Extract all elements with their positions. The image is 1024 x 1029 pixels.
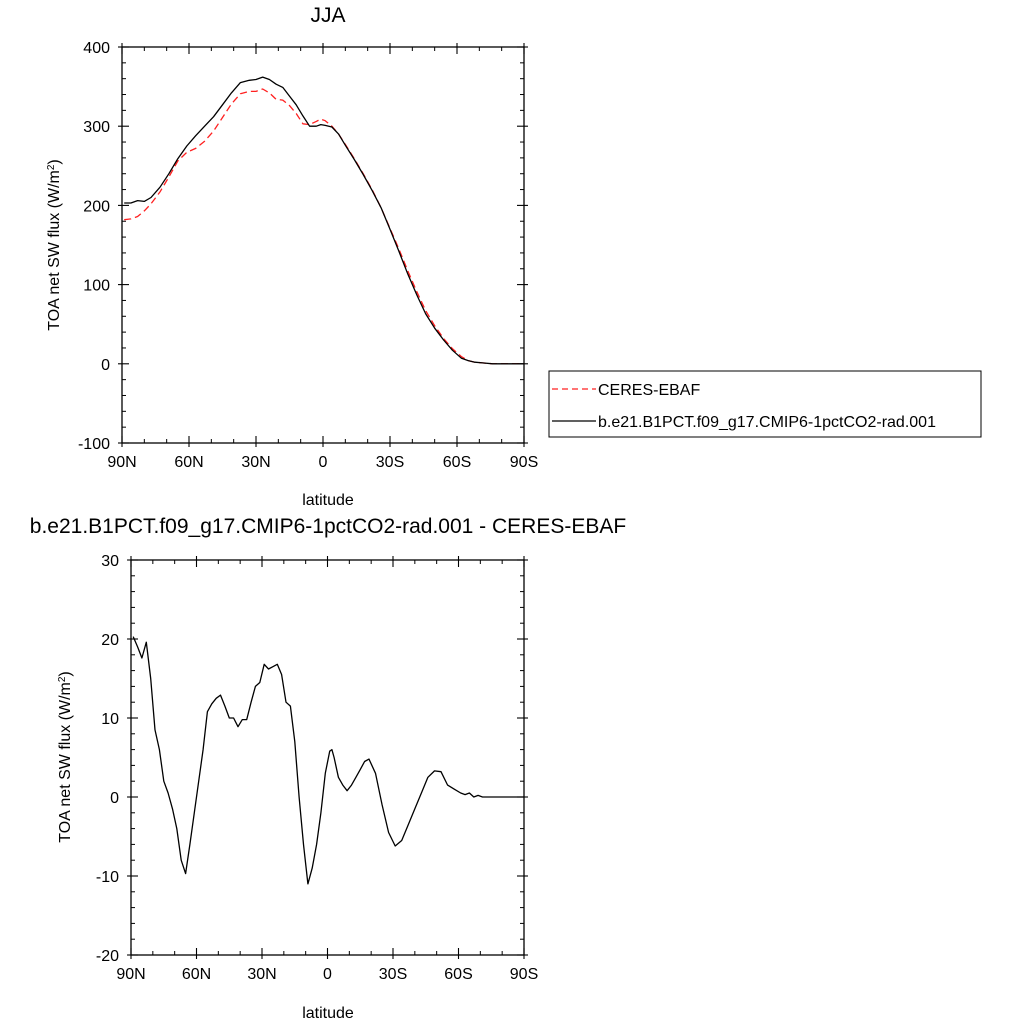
top-chart-plot-area <box>124 76 524 365</box>
bottom-x-tick-label: 90S <box>510 966 538 983</box>
bottom-y-tick-label: 10 <box>101 711 119 728</box>
bottom-x-tick-label: 0 <box>323 966 332 983</box>
bottom-x-tick-label: 60S <box>444 966 472 983</box>
bottom-chart: b.e21.B1PCT.f09_g17.CMIP6-1pctCO2-rad.00… <box>30 515 626 1022</box>
top-chart-ticks <box>118 43 528 447</box>
legend-box <box>548 370 982 438</box>
bottom-chart-x-axis-label: latitude <box>302 1005 354 1022</box>
top-x-tick-label: 90N <box>107 454 136 471</box>
top-y-label-main: TOA net SW flux (W/m <box>46 170 63 331</box>
bottom-difference-line <box>132 636 524 885</box>
top-y-tick-label: 400 <box>83 40 110 57</box>
top-x-tick-label: 60S <box>443 454 471 471</box>
top-y-tick-label: 0 <box>101 357 110 374</box>
bottom-x-tick-label: 30N <box>247 966 276 983</box>
top-x-tick-label: 90S <box>510 454 538 471</box>
top-x-tick-label: 0 <box>319 454 328 471</box>
top-chart-tick-labels: 90N 60N 30N 0 30S 60S 90S -100 0 100 200 300 400 <box>78 40 538 471</box>
top-chart: JJA 90N 60N 30N 0 30S 60S 90S -100 0 100 200 300 400… <box>46 4 539 509</box>
top-y-tick-label: -100 <box>78 436 110 453</box>
top-x-tick-label: 60N <box>174 454 203 471</box>
bottom-y-tick-label: 0 <box>110 790 119 807</box>
top-chart-x-axis-label: latitude <box>302 492 354 509</box>
legend: CERES-EBAF b.e21.B1PCT.f09_g17.CMIP6-1pc… <box>548 370 982 438</box>
bottom-y-tick-label: -10 <box>96 869 119 886</box>
bottom-chart-plot-area <box>132 636 524 885</box>
top-chart-frame <box>121 46 525 444</box>
bottom-y-label-sup: 2 <box>57 676 68 682</box>
top-x-tick-label: 30N <box>241 454 270 471</box>
bottom-y-label-main: TOA net SW flux (W/m <box>57 682 74 843</box>
bottom-chart-frame <box>130 559 525 956</box>
top-y-tick-label: 300 <box>83 119 110 136</box>
legend-label-model: b.e21.B1PCT.f09_g17.CMIP6-1pctCO2-rad.00… <box>598 414 936 431</box>
top-chart-y-axis-label: TOA net SW flux (W/m2) <box>46 159 64 331</box>
legend-label-ceres: CERES-EBAF <box>598 382 700 399</box>
top-x-tick-label: 30S <box>376 454 404 471</box>
bottom-y-label-end: ) <box>57 671 74 676</box>
top-model-line <box>124 76 524 365</box>
bottom-x-tick-label: 90N <box>116 966 145 983</box>
top-y-label-end: ) <box>46 159 63 164</box>
bottom-y-tick-label: -20 <box>96 948 119 965</box>
bottom-y-tick-label: 30 <box>101 553 119 570</box>
bottom-x-tick-label: 30S <box>379 966 407 983</box>
bottom-chart-title: b.e21.B1PCT.f09_g17.CMIP6-1pctCO2-rad.00… <box>30 515 626 538</box>
top-y-tick-label: 200 <box>83 198 110 215</box>
bottom-chart-ticks <box>127 556 528 959</box>
bottom-y-tick-label: 20 <box>101 632 119 649</box>
bottom-chart-y-axis-label: TOA net SW flux (W/m2) <box>57 671 75 843</box>
top-chart-title: JJA <box>310 4 345 27</box>
top-y-label-sup: 2 <box>46 164 57 170</box>
bottom-chart-tick-labels: 90N 60N 30N 0 30S 60S 90S -20 -10 0 10 20 30 <box>96 553 538 983</box>
top-ceres-ebaf-line <box>124 88 524 365</box>
top-y-tick-label: 100 <box>83 278 110 295</box>
bottom-x-tick-label: 60N <box>182 966 211 983</box>
